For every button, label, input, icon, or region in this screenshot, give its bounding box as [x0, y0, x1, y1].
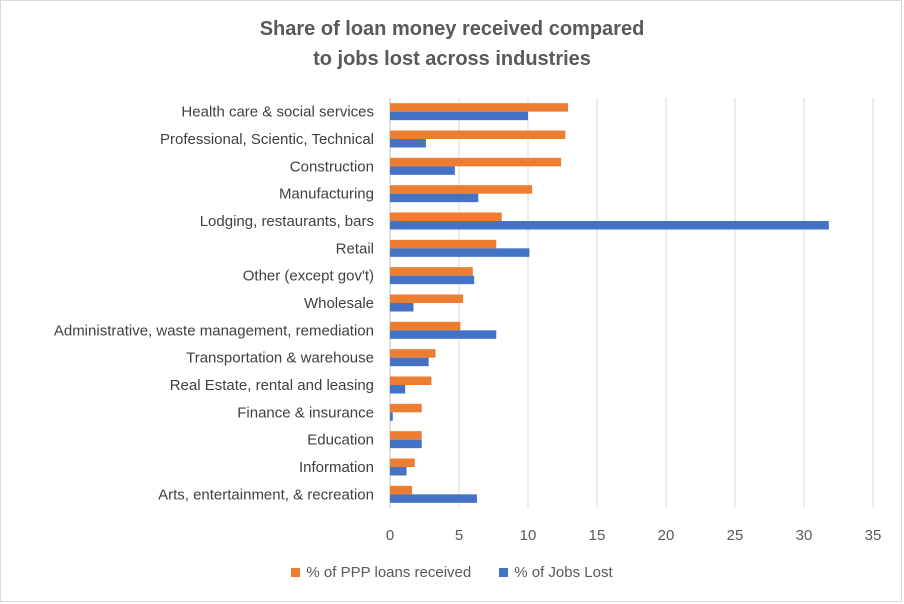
x-tick-label: 30 — [796, 527, 813, 544]
bar-jobs-6 — [390, 275, 475, 285]
category-label: Manufacturing — [279, 186, 374, 203]
x-tick-label: 5 — [455, 527, 463, 544]
x-tick-label: 20 — [658, 527, 675, 544]
bar-jobs-11 — [390, 412, 393, 421]
x-tick-label: 10 — [520, 527, 537, 544]
bar-ppp-0 — [390, 103, 569, 112]
bar-ppp-1 — [390, 130, 566, 139]
x-tick-label: 0 — [386, 527, 394, 544]
legend-label-ppp: % of PPP loans received — [306, 564, 472, 581]
bar-ppp-6 — [390, 267, 473, 276]
chart-title: Share of loan money received compared to… — [0, 14, 904, 74]
bar-ppp-2 — [390, 157, 562, 167]
category-label: Transportation & warehouse — [186, 350, 374, 367]
category-label: Health care & social services — [181, 104, 374, 121]
bar-jobs-13 — [390, 467, 407, 476]
bar-jobs-10 — [390, 385, 406, 394]
bar-ppp-5 — [390, 239, 497, 249]
x-tick-label: 35 — [865, 527, 882, 544]
category-label: Arts, entertainment, & recreation — [158, 486, 374, 503]
bar-ppp-10 — [390, 376, 432, 385]
category-label: Administrative, waste management, remedi… — [54, 322, 374, 339]
legend-swatch-ppp — [291, 568, 301, 577]
bar-jobs-8 — [390, 330, 497, 339]
category-label: Finance & insurance — [237, 404, 374, 421]
legend-swatch-jobs — [499, 568, 509, 577]
x-tick-label: 25 — [727, 527, 744, 544]
bar-jobs-0 — [390, 111, 528, 121]
bar-jobs-14 — [390, 494, 477, 503]
category-label: Real Estate, rental and leasing — [170, 377, 374, 394]
legend-item-jobs: % of Jobs Lost — [499, 564, 613, 581]
bar-jobs-7 — [390, 303, 414, 312]
bar-ppp-8 — [390, 321, 461, 331]
bar-jobs-9 — [390, 357, 429, 367]
category-label: Information — [299, 459, 374, 476]
category-label: Construction — [290, 158, 374, 175]
bar-ppp-14 — [390, 485, 413, 495]
bar-jobs-2 — [390, 166, 455, 175]
x-tick-labels: 0 5 10 15 20 25 30 35 — [386, 527, 882, 544]
bar-jobs-3 — [390, 193, 479, 203]
legend-item-ppp: % of PPP loans received — [291, 564, 471, 581]
category-label: Retail — [336, 240, 374, 257]
bar-jobs-12 — [390, 439, 422, 449]
chart-title-line-1: Share of loan money received compared — [259, 18, 645, 40]
legend: % of PPP loans received % of Jobs Lost — [0, 564, 904, 581]
category-label: Lodging, restaurants, bars — [200, 213, 374, 230]
bar-ppp-13 — [390, 458, 415, 467]
bars — [390, 103, 829, 503]
bar-jobs-1 — [390, 139, 426, 148]
category-label: Professional, Scientic, Technical — [160, 131, 374, 148]
bar-jobs-4 — [390, 221, 829, 230]
category-label: Other (except gov't) — [243, 268, 374, 285]
bar-ppp-12 — [390, 431, 422, 440]
bar-ppp-11 — [390, 403, 422, 413]
bar-ppp-3 — [390, 185, 533, 194]
bar-ppp-9 — [390, 349, 436, 358]
category-labels: Health care & social services Professiona… — [54, 104, 374, 504]
category-label: Education — [307, 432, 374, 449]
bar-ppp-4 — [390, 212, 502, 221]
category-label: Wholesale — [304, 295, 374, 312]
bar-jobs-5 — [390, 248, 530, 257]
x-tick-label: 15 — [589, 527, 606, 544]
legend-label-jobs: % of Jobs Lost — [514, 564, 613, 581]
chart-title-line-2: to jobs lost across industries — [313, 48, 591, 70]
bar-ppp-7 — [390, 294, 464, 303]
